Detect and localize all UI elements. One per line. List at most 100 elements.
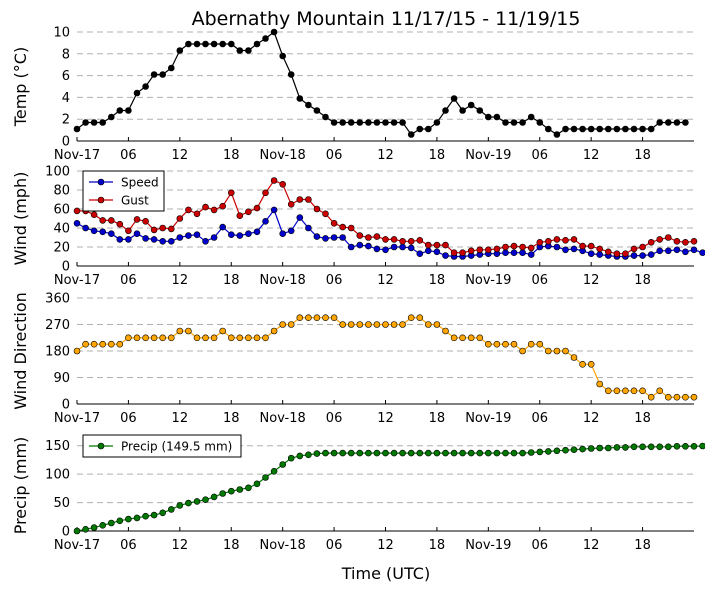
y-tick-label: 0: [62, 525, 70, 540]
data-point: [467, 101, 475, 109]
data-point: [527, 244, 535, 252]
data-point: [279, 181, 287, 188]
x-tick-label: 06: [326, 411, 343, 426]
data-point: [159, 224, 166, 232]
legend-label: Speed: [121, 176, 159, 190]
data-point: [604, 444, 612, 452]
data-point: [596, 444, 604, 452]
data-point: [219, 40, 226, 48]
data-point: [536, 119, 544, 126]
x-tick-label: 18: [223, 273, 240, 288]
data-point: [279, 52, 287, 60]
data-point: [604, 248, 612, 256]
data-point: [399, 243, 406, 251]
data-point: [339, 223, 347, 231]
data-point: [407, 238, 415, 245]
data-point: [553, 243, 561, 251]
data-point: [219, 327, 226, 335]
data-point: [176, 234, 184, 241]
data-point: [219, 490, 226, 497]
data-point: [253, 334, 261, 342]
data-point: [656, 236, 664, 243]
y-tick-label: 180: [45, 345, 70, 360]
data-point: [305, 224, 312, 232]
data-point: [150, 226, 158, 234]
y-tick-label: 0: [62, 398, 70, 413]
data-point: [228, 40, 235, 48]
x-tick-label: 18: [429, 538, 446, 553]
data-point: [313, 314, 321, 322]
panel-temperature: Nov-17 06 12 18 Nov-18 06 12 18 Nov-19 06 12 18 0 2 4 6…: [11, 26, 694, 163]
data-point: [116, 340, 124, 348]
data-point: [133, 89, 141, 97]
x-tick-label: 06: [326, 148, 343, 163]
data-point: [673, 442, 681, 450]
x-tick-label: 12: [172, 148, 189, 163]
x-tick-label: 06: [531, 148, 548, 163]
data-point: [562, 446, 569, 454]
data-point: [176, 47, 184, 54]
chart-title: Abernathy Mountain 11/17/15 - 11/19/15: [192, 8, 581, 30]
data-point: [296, 214, 304, 221]
data-point: [262, 474, 269, 481]
data-point: [484, 449, 492, 457]
data-point: [305, 196, 312, 203]
data-point: [356, 241, 364, 249]
x-tick-label: 06: [531, 411, 548, 426]
y-tick-label: 270: [45, 318, 70, 333]
x-tick-label: 06: [120, 273, 137, 288]
data-point: [450, 449, 458, 457]
data-point: [596, 251, 604, 258]
data-point: [399, 449, 406, 457]
data-point: [116, 517, 124, 525]
x-tick-label: 12: [377, 411, 394, 426]
data-point: [544, 125, 552, 133]
data-point: [373, 245, 381, 253]
data-point: [193, 40, 201, 48]
data-point: [553, 236, 561, 243]
data-point: [287, 227, 295, 235]
data-point: [442, 241, 449, 249]
data-point: [553, 347, 561, 355]
x-tick-label: 12: [377, 148, 394, 163]
data-point: [73, 125, 81, 133]
data-point: [562, 237, 569, 244]
data-point: [296, 196, 304, 203]
data-point: [99, 521, 106, 529]
y-tick-label: 80: [53, 184, 70, 199]
data-point: [570, 125, 578, 133]
data-point: [279, 461, 287, 468]
x-tick-label: 18: [634, 148, 651, 163]
data-point: [245, 484, 252, 492]
data-point: [210, 334, 218, 342]
data-point: [587, 250, 595, 257]
data-point: [202, 334, 209, 342]
data-point: [664, 119, 672, 126]
data-point: [202, 203, 209, 211]
data-point: [433, 449, 441, 457]
data-point: [347, 119, 355, 126]
data-point: [682, 248, 689, 256]
y-tick-label: 2: [62, 113, 70, 128]
data-point: [467, 449, 475, 457]
data-point: [502, 243, 509, 251]
data-point: [176, 327, 184, 335]
x-tick-label: 12: [377, 538, 394, 553]
x-tick-label: 12: [583, 273, 600, 288]
x-tick-label: Nov-17: [54, 411, 100, 426]
data-point: [330, 449, 338, 457]
data-point: [570, 446, 578, 454]
data-point: [690, 238, 698, 245]
data-point: [339, 321, 347, 328]
data-point: [125, 227, 132, 235]
x-tick-label: Nov-17: [54, 273, 100, 288]
legend-swatch-marker: [97, 178, 105, 186]
data-point: [604, 125, 612, 133]
data-point: [236, 232, 244, 239]
data-point: [570, 236, 578, 243]
data-point: [176, 502, 184, 509]
data-point: [262, 334, 269, 342]
data-point: [228, 334, 235, 342]
x-tick-label: 12: [172, 411, 189, 426]
data-point: [245, 230, 252, 237]
